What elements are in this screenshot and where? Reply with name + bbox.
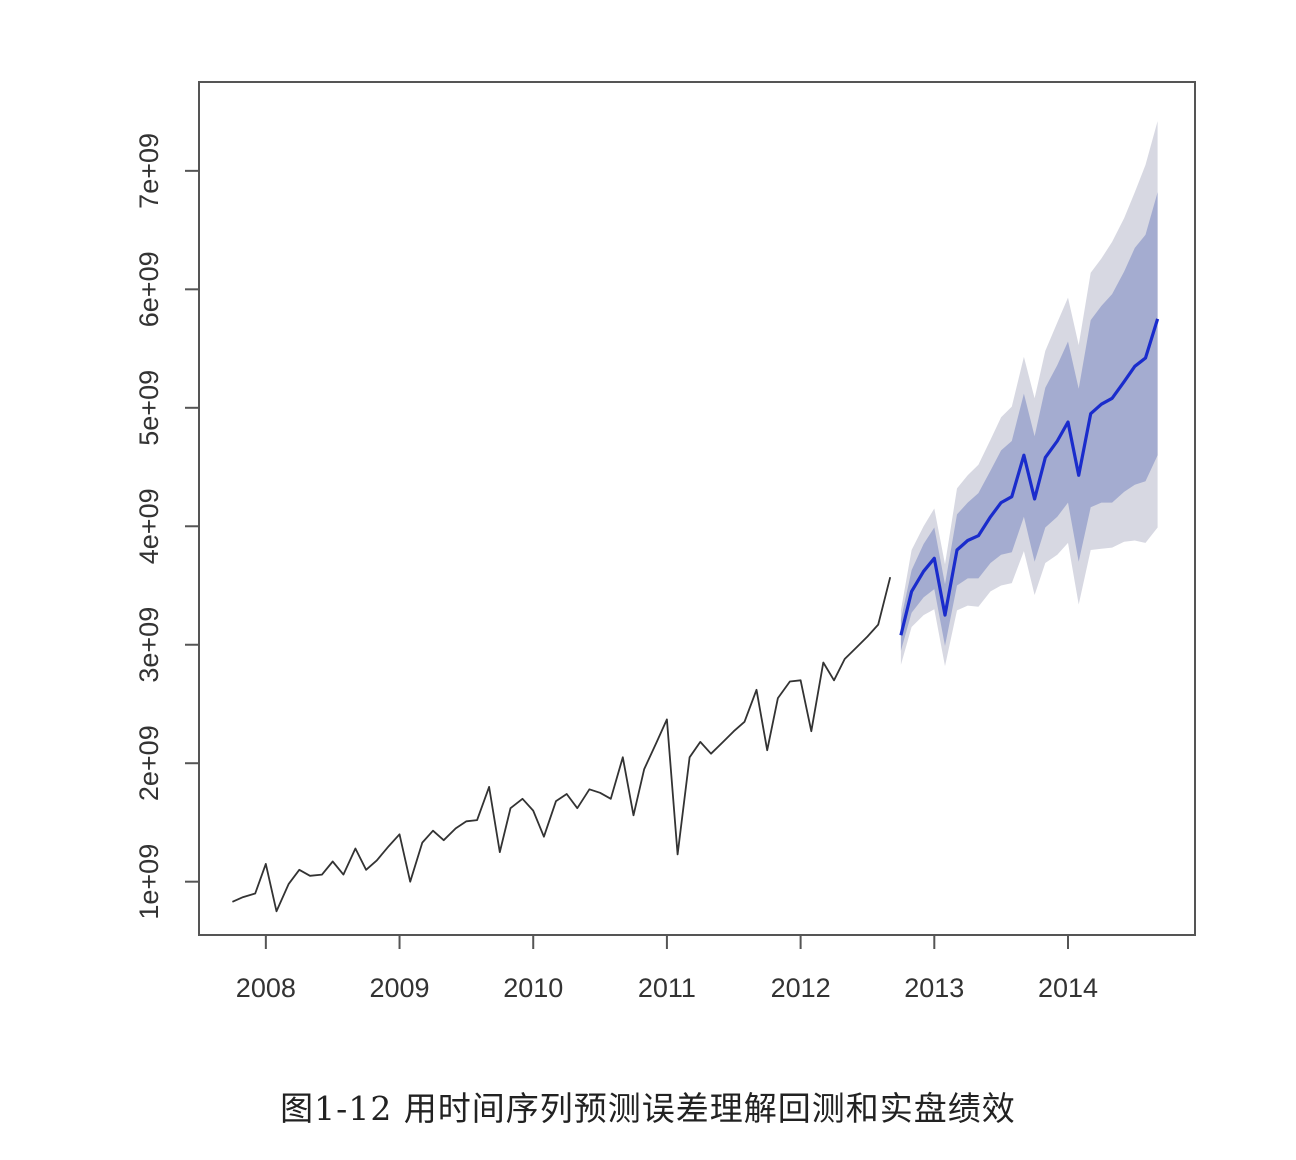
- chart-figure: 2008 2009 2010 2011 2012 2013 2014 1e+09 2e+09 3…: [134, 81, 1196, 1003]
- x-tick-label: 2012: [771, 973, 831, 1003]
- x-tick-label: 2009: [369, 973, 429, 1003]
- y-tick-label: 1e+09: [134, 844, 164, 920]
- x-tick-label: 2008: [236, 973, 296, 1003]
- series-lines: [232, 318, 1160, 913]
- plot-frame: [198, 81, 1196, 936]
- x-axis: 2008 2009 2010 2011 2012 2013 2014: [236, 935, 1098, 1003]
- figure-caption: 图1-12 用时间序列预测误差理解回测和实盘绩效: [280, 1089, 1016, 1128]
- confidence-band-80: [900, 192, 1158, 651]
- x-tick-label: 2010: [503, 973, 563, 1003]
- forecast-series-line: [899, 318, 1160, 636]
- y-axis: 1e+09 2e+09 3e+09 4e+09 5e+09 6e+09 7e+09: [134, 133, 199, 920]
- x-tick-label: 2011: [638, 973, 696, 1003]
- confidence-bands: [900, 121, 1158, 667]
- y-tick-label: 3e+09: [134, 607, 164, 683]
- x-tick-label: 2013: [904, 973, 964, 1003]
- y-tick-label: 2e+09: [134, 725, 164, 801]
- forecast-chart: 2008 2009 2010 2011 2012 2013 2014 1e+09 2e+09 3…: [134, 81, 1196, 1003]
- y-tick-label: 7e+09: [134, 133, 164, 209]
- y-tick-label: 5e+09: [134, 370, 164, 446]
- x-tick-label: 2014: [1038, 973, 1098, 1003]
- y-tick-label: 4e+09: [134, 488, 164, 564]
- history-series-line: [232, 576, 892, 913]
- y-tick-label: 6e+09: [134, 251, 164, 327]
